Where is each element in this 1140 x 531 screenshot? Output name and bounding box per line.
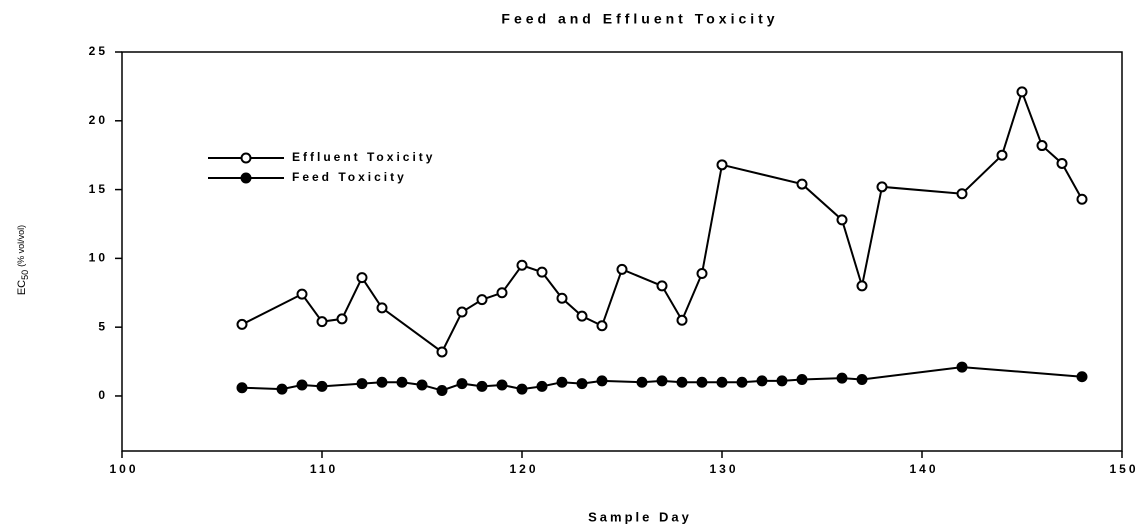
y-label-main: EC xyxy=(16,280,28,295)
data-point xyxy=(316,316,328,328)
data-point xyxy=(456,306,468,318)
data-point xyxy=(596,375,608,387)
y-tick-label: 15 xyxy=(89,182,108,196)
data-point xyxy=(956,361,968,373)
y-label-unit: (% vol/vol) xyxy=(16,225,26,267)
legend-label: Effluent Toxicity xyxy=(292,150,435,164)
data-point xyxy=(396,376,408,388)
data-point xyxy=(556,376,568,388)
data-point xyxy=(576,378,588,390)
data-point xyxy=(676,376,688,388)
data-point xyxy=(236,382,248,394)
data-point xyxy=(796,178,808,190)
data-point xyxy=(1016,86,1028,98)
y-axis-label: EC50 (% vol/vol) xyxy=(16,225,30,295)
data-point xyxy=(656,375,668,387)
data-point xyxy=(736,376,748,388)
data-point xyxy=(556,292,568,304)
data-point xyxy=(316,380,328,392)
x-tick-label: 130 xyxy=(709,462,738,476)
data-point xyxy=(536,266,548,278)
data-point xyxy=(1056,157,1068,169)
y-tick-label: 10 xyxy=(89,251,108,265)
data-point xyxy=(276,383,288,395)
data-point xyxy=(576,310,588,322)
data-point xyxy=(536,380,548,392)
data-point xyxy=(376,376,388,388)
data-point xyxy=(956,188,968,200)
data-point xyxy=(716,376,728,388)
x-tick-label: 150 xyxy=(1109,462,1138,476)
data-point xyxy=(356,378,368,390)
x-tick-label: 120 xyxy=(509,462,538,476)
plot-frame xyxy=(121,51,1123,452)
data-point xyxy=(596,320,608,332)
data-point xyxy=(876,181,888,193)
data-point xyxy=(836,372,848,384)
data-point xyxy=(616,263,628,275)
x-tick-label: 100 xyxy=(109,462,138,476)
data-point xyxy=(1076,371,1088,383)
legend-marker xyxy=(240,152,252,164)
data-point xyxy=(656,280,668,292)
data-point xyxy=(1036,140,1048,152)
data-point xyxy=(636,376,648,388)
data-point xyxy=(376,302,388,314)
data-point xyxy=(696,268,708,280)
y-label-sub: 50 xyxy=(20,270,30,280)
data-point xyxy=(796,373,808,385)
x-axis-label: Sample Day xyxy=(588,509,692,524)
data-point xyxy=(1076,193,1088,205)
y-tick-label: 0 xyxy=(98,388,108,402)
data-point xyxy=(756,375,768,387)
data-point xyxy=(356,272,368,284)
legend-marker xyxy=(240,172,252,184)
series-line xyxy=(241,88,1083,354)
data-point xyxy=(296,379,308,391)
data-point xyxy=(236,318,248,330)
data-point xyxy=(696,376,708,388)
legend-label: Feed Toxicity xyxy=(292,170,407,184)
data-point xyxy=(516,259,528,271)
x-tick-label: 140 xyxy=(909,462,938,476)
data-point xyxy=(336,313,348,325)
data-point xyxy=(856,373,868,385)
data-point xyxy=(496,287,508,299)
data-point xyxy=(516,383,528,395)
data-point xyxy=(496,379,508,391)
chart-title: Feed and Effluent Toxicity xyxy=(501,11,778,27)
data-point xyxy=(296,288,308,300)
data-point xyxy=(436,384,448,396)
data-point xyxy=(476,294,488,306)
y-tick-label: 20 xyxy=(89,113,108,127)
data-point xyxy=(836,214,848,226)
data-point xyxy=(436,346,448,358)
data-point xyxy=(456,378,468,390)
data-point xyxy=(676,314,688,326)
x-tick-label: 110 xyxy=(310,462,338,476)
data-point xyxy=(476,380,488,392)
data-point xyxy=(716,159,728,171)
data-point xyxy=(996,149,1008,161)
data-point xyxy=(776,375,788,387)
y-tick-label: 5 xyxy=(98,319,108,333)
y-tick-label: 25 xyxy=(89,44,108,58)
data-point xyxy=(416,379,428,391)
data-point xyxy=(856,280,868,292)
